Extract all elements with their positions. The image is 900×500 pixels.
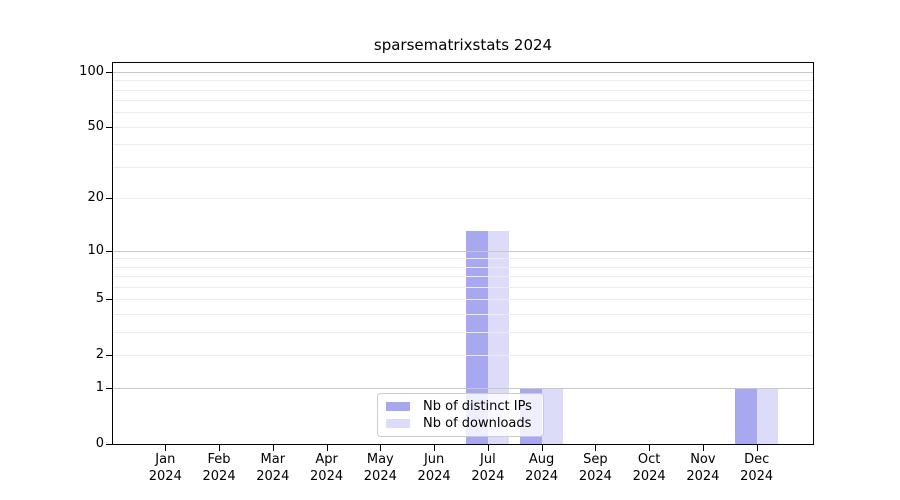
bar-downloads-dec: [756, 388, 779, 444]
x-tick-label-sep: Sep 2024: [567, 451, 623, 485]
y-tick-mark: [106, 355, 112, 357]
minor-gridline: [113, 144, 813, 146]
minor-gridline: [113, 80, 813, 82]
major-gridline: [113, 71, 813, 73]
legend-swatch-distinct-ips: [386, 401, 410, 411]
x-tick-label-feb: Feb 2024: [191, 451, 247, 485]
minor-gridline: [113, 258, 813, 260]
minor-gridline: [113, 299, 813, 301]
x-tick-year: 2024: [202, 469, 236, 484]
x-tick-month: Aug: [528, 452, 555, 467]
legend-item-downloads: Nb of downloads: [386, 416, 535, 431]
x-tick-mark: [380, 445, 382, 451]
y-tick-label: 50: [87, 118, 104, 134]
legend-item-distinct-ips: Nb of distinct IPs: [386, 399, 535, 414]
x-tick-label-aug: Aug 2024: [514, 451, 570, 485]
x-tick-month: Nov: [690, 452, 716, 467]
minor-gridline: [113, 314, 813, 316]
x-tick-mark: [595, 445, 597, 451]
y-tick-mark: [106, 444, 112, 445]
minor-gridline: [113, 332, 813, 334]
y-tick-label: 2: [95, 347, 104, 363]
major-gridline: [113, 250, 813, 252]
x-tick-year: 2024: [740, 469, 774, 484]
major-gridline: [113, 388, 813, 390]
x-tick-mark: [487, 445, 489, 451]
x-tick-mark: [434, 445, 436, 451]
minor-gridline: [113, 89, 813, 91]
minor-gridline: [113, 126, 813, 128]
x-tick-label-mar: Mar 2024: [245, 451, 301, 485]
bar-downloads-aug: [541, 388, 564, 444]
y-tick-label: 5: [95, 291, 104, 307]
y-tick-mark: [106, 388, 112, 390]
x-tick-label-dec: Dec 2024: [729, 451, 785, 485]
legend-label-distinct-ips: Nb of distinct IPs: [423, 398, 532, 414]
x-tick-year: 2024: [578, 469, 612, 484]
x-tick-mark: [272, 445, 274, 451]
y-tick-label: 1: [95, 380, 104, 396]
x-tick-month: Oct: [637, 452, 661, 467]
x-tick-month: Jan: [155, 452, 176, 467]
plot-area: Nb of distinct IPs Nb of downloads: [112, 62, 814, 445]
x-tick-mark: [756, 445, 758, 451]
x-tick-label-jun: Jun 2024: [406, 451, 462, 485]
minor-gridline: [113, 266, 813, 268]
x-tick-month: Feb: [207, 452, 231, 467]
y-tick-label: 20: [87, 190, 104, 206]
x-tick-label-oct: Oct 2024: [621, 451, 677, 485]
x-tick-year: 2024: [256, 469, 290, 484]
minor-gridline: [113, 198, 813, 200]
x-tick-year: 2024: [632, 469, 666, 484]
x-tick-month: Apr: [315, 452, 338, 467]
legend: Nb of distinct IPs Nb of downloads: [377, 393, 544, 437]
x-tick-mark: [702, 445, 704, 451]
minor-gridline: [113, 100, 813, 102]
y-tick-label: 0: [95, 436, 104, 451]
x-tick-year: 2024: [363, 469, 397, 484]
x-tick-year: 2024: [471, 469, 505, 484]
x-tick-month: Jul: [480, 452, 496, 467]
minor-gridline: [113, 287, 813, 289]
x-tick-label-nov: Nov 2024: [675, 451, 731, 485]
x-tick-mark: [165, 445, 167, 451]
x-tick-label-jul: Jul 2024: [460, 451, 516, 485]
x-tick-mark: [219, 445, 221, 451]
y-tick-label: 10: [87, 242, 104, 258]
y-tick-mark: [106, 71, 112, 73]
x-tick-year: 2024: [417, 469, 451, 484]
y-tick-mark: [106, 126, 112, 128]
x-tick-month: Jun: [423, 452, 445, 467]
minor-gridline: [113, 166, 813, 168]
x-tick-year: 2024: [148, 469, 182, 484]
minor-gridline: [113, 355, 813, 357]
x-tick-mark: [541, 445, 543, 451]
x-tick-label-jan: Jan 2024: [137, 451, 193, 485]
x-tick-mark: [649, 445, 651, 451]
y-tick-label: 100: [79, 63, 104, 79]
legend-swatch-downloads: [386, 419, 410, 429]
y-tick-mark: [106, 299, 112, 301]
bar-distinct-ips-jul: [466, 231, 488, 444]
x-tick-year: 2024: [310, 469, 344, 484]
x-tick-year: 2024: [525, 469, 559, 484]
x-tick-label-may: May 2024: [352, 451, 408, 485]
chart-title: sparsematrixstats 2024: [373, 36, 553, 54]
y-tick-mark: [106, 198, 112, 200]
minor-gridline: [113, 276, 813, 278]
x-tick-month: Dec: [744, 452, 770, 467]
bar-distinct-ips-dec: [735, 388, 757, 444]
bar-downloads-jul: [487, 231, 510, 444]
x-tick-mark: [326, 445, 328, 451]
legend-label-downloads: Nb of downloads: [423, 416, 532, 432]
y-tick-mark: [106, 250, 112, 252]
x-tick-label-apr: Apr 2024: [299, 451, 355, 485]
minor-gridline: [113, 112, 813, 114]
x-tick-month: May: [366, 452, 394, 467]
x-tick-year: 2024: [686, 469, 720, 484]
x-tick-month: Mar: [260, 452, 286, 467]
x-tick-month: Sep: [583, 452, 608, 467]
